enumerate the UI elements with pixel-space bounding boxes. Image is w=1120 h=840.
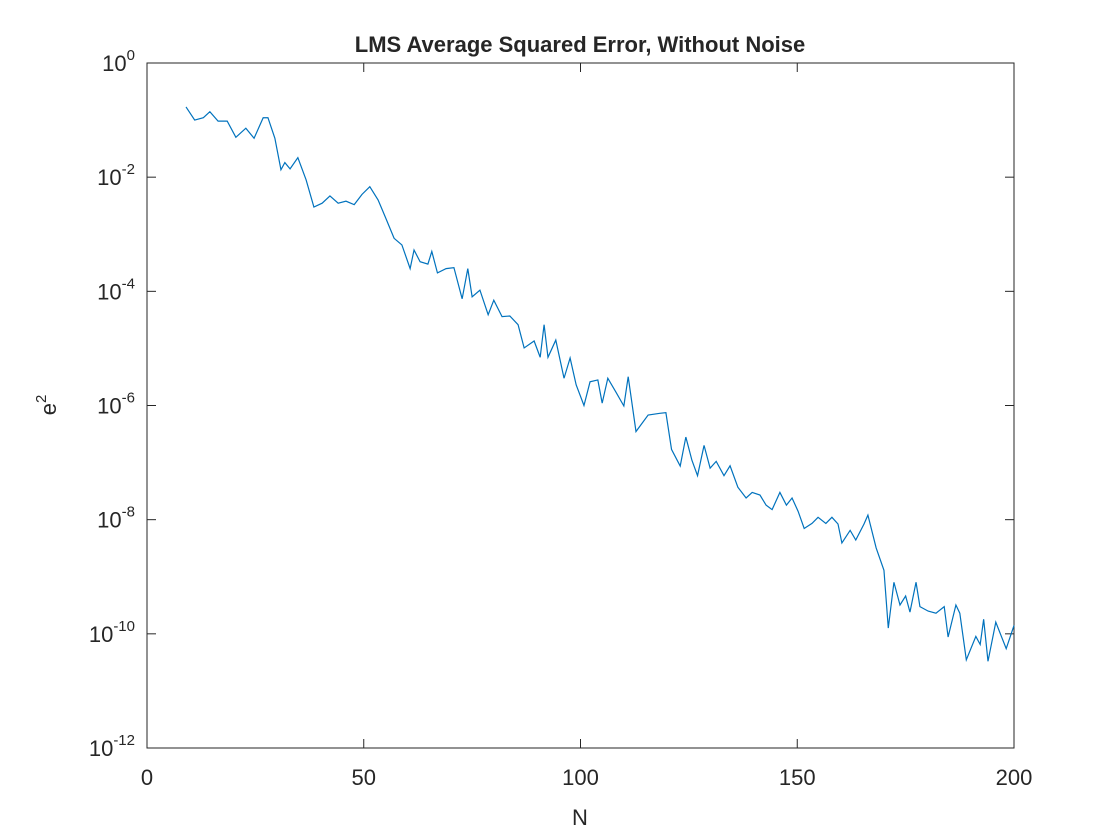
data-line (185, 106, 1015, 663)
y-tick-exponent: -12 (113, 732, 135, 749)
y-tick-label: 10-8 (97, 504, 135, 533)
y-tick-label: 100 (102, 47, 135, 76)
x-tick-label: 100 (562, 765, 599, 790)
x-axis-label: N (572, 805, 588, 830)
y-tick-base: 10 (97, 508, 121, 533)
y-tick-base: 10 (97, 394, 121, 419)
y-tick-label: 10-6 (97, 390, 135, 419)
y-tick-label: 10-4 (97, 275, 135, 304)
y-tick-exponent: 0 (127, 47, 135, 64)
y-tick-exponent: -2 (122, 161, 135, 178)
y-tick-exponent: -6 (122, 390, 135, 407)
y-label-exponent: 2 (33, 395, 50, 403)
x-tick-label: 50 (352, 765, 376, 790)
y-tick-base: 10 (89, 736, 113, 761)
y-tick-base: 10 (97, 279, 121, 304)
y-axis-label: e2 (33, 395, 61, 416)
chart-title: LMS Average Squared Error, Without Noise (355, 32, 805, 57)
y-tick-label: 10-12 (89, 732, 135, 761)
y-tick-exponent: -8 (122, 504, 135, 521)
y-tick-base: 10 (102, 51, 126, 76)
x-tick-label: 150 (779, 765, 816, 790)
y-tick-base: 10 (89, 622, 113, 647)
y-tick-label: 10-10 (89, 618, 135, 647)
y-tick-base: 10 (97, 165, 121, 190)
y-tick-label: 10-2 (97, 161, 135, 190)
y-tick-exponent: -10 (113, 618, 135, 635)
x-tick-label: 200 (996, 765, 1033, 790)
x-tick-label: 0 (141, 765, 153, 790)
y-label-base: e (36, 403, 61, 415)
y-tick-exponent: -4 (122, 275, 135, 292)
